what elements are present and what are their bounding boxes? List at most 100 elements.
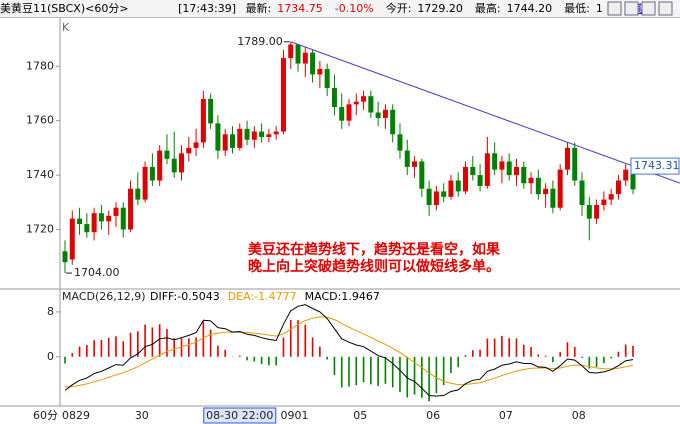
price-label-box — [630, 157, 680, 175]
legend-entry: DIFF:-0.5043 — [150, 290, 220, 303]
candle-body — [193, 142, 199, 148]
candle-body — [208, 98, 214, 124]
candle-body — [128, 188, 134, 230]
candle-body — [477, 175, 483, 186]
x-tick-label: 0901 — [280, 409, 308, 422]
field: -0.10% — [335, 2, 380, 15]
icon[interactable] — [607, 1, 622, 16]
candle-body — [412, 161, 418, 167]
candle-body — [470, 166, 476, 176]
candle-body — [368, 96, 374, 113]
candle-body — [441, 191, 447, 197]
field-value: 1734.75 — [277, 2, 323, 15]
candle-body — [157, 150, 163, 181]
candle-body — [419, 161, 425, 189]
legend-entry: MACD:1.9467 — [305, 290, 380, 303]
candle-body — [353, 101, 359, 105]
annotation: 晚上向上突破趋势线则可以做短线多单。 — [248, 258, 500, 275]
candle-body — [288, 44, 294, 59]
candle-body — [630, 169, 636, 190]
candle-body — [382, 109, 388, 118]
y-tick-label: 1760 — [26, 114, 54, 127]
candle-body — [506, 161, 512, 176]
candle-body — [346, 104, 352, 121]
trendline — [290, 41, 680, 184]
candle-body — [601, 199, 607, 206]
candle-body — [390, 109, 396, 135]
candle-body — [62, 251, 68, 263]
y-tick-label: 0 — [47, 350, 54, 363]
high-label: 1789.00 — [237, 35, 283, 48]
candle-body — [251, 131, 257, 140]
candle-body — [266, 134, 272, 137]
field-value: 1744.20 — [506, 2, 553, 15]
icon[interactable] — [624, 1, 639, 16]
candle-body — [259, 131, 265, 137]
candle-body — [324, 68, 330, 89]
candle-body — [397, 134, 403, 151]
field-value: 1 — [595, 2, 603, 15]
field-label: 最新: — [245, 2, 272, 15]
candle-body — [171, 158, 177, 173]
icon[interactable] — [658, 1, 673, 16]
candle-body — [594, 205, 600, 219]
x-tick-label: 06 — [426, 409, 440, 422]
candle-body — [623, 169, 629, 181]
annotation: 美豆还在趋势线下，趋势还是看空，如果 — [248, 241, 501, 258]
candle-body — [499, 161, 505, 170]
symbol: 美黄豆11(SBCX)<60分> — [0, 2, 129, 15]
candle-body — [91, 213, 97, 233]
candle-body — [375, 112, 381, 118]
candle-body — [186, 147, 192, 154]
candle-body — [535, 177, 541, 195]
candle-body — [433, 191, 439, 206]
candle-body — [222, 134, 228, 151]
candle-body — [200, 98, 206, 143]
x-tick-label: 07 — [499, 409, 513, 422]
field: 今开: 1729.20 — [386, 2, 469, 15]
crosshair-box — [203, 407, 277, 424]
candle-body — [77, 218, 83, 225]
candle-body — [142, 166, 148, 200]
field: 最新: 1734.75 — [246, 2, 329, 15]
field-label: 最高: — [474, 2, 501, 15]
field: 最低: 1 — [564, 2, 609, 15]
candle-body — [331, 88, 337, 108]
candle-body — [557, 169, 563, 208]
crosshair-label: 08-30 22:00 — [206, 409, 273, 422]
legend-value: 1.9467 — [341, 290, 380, 303]
candle-body — [69, 218, 75, 260]
candle-body — [463, 166, 469, 192]
x-tick-label: 30 — [135, 409, 149, 422]
y-tick-label: 8 — [47, 305, 54, 318]
panel-title: MACD(26,12,9) — [62, 290, 146, 303]
candle-body — [98, 213, 104, 222]
candle-body — [295, 44, 301, 64]
field: 最高: 1744.20 — [475, 2, 558, 15]
candle-body — [179, 153, 185, 173]
candle-body — [113, 207, 119, 216]
candle-body — [120, 207, 126, 230]
candle-body — [361, 96, 367, 102]
candle-body — [484, 153, 490, 186]
candle-body — [149, 166, 155, 181]
candle-body — [550, 188, 556, 208]
candle-body — [302, 52, 308, 64]
price-label: 1743.31 — [634, 159, 680, 172]
candle-body — [615, 180, 621, 195]
candle-body — [448, 180, 454, 197]
candle-body — [579, 180, 585, 206]
field-label: 最低: — [564, 2, 590, 15]
candle-body — [543, 188, 549, 195]
candle-body — [608, 194, 614, 200]
header-bar: 美黄豆11(SBCX)<60分> [17:43:39] 最新: 1734.75 -0… — [0, 0, 680, 18]
candle-body — [404, 150, 410, 167]
candle-body — [84, 224, 90, 233]
field-value: -0.10% — [334, 2, 374, 15]
icon[interactable] — [641, 1, 656, 16]
candle-body — [572, 147, 578, 181]
candle-body — [564, 147, 570, 170]
candle-body — [492, 153, 498, 170]
y-tick-label: 1780 — [26, 59, 54, 72]
